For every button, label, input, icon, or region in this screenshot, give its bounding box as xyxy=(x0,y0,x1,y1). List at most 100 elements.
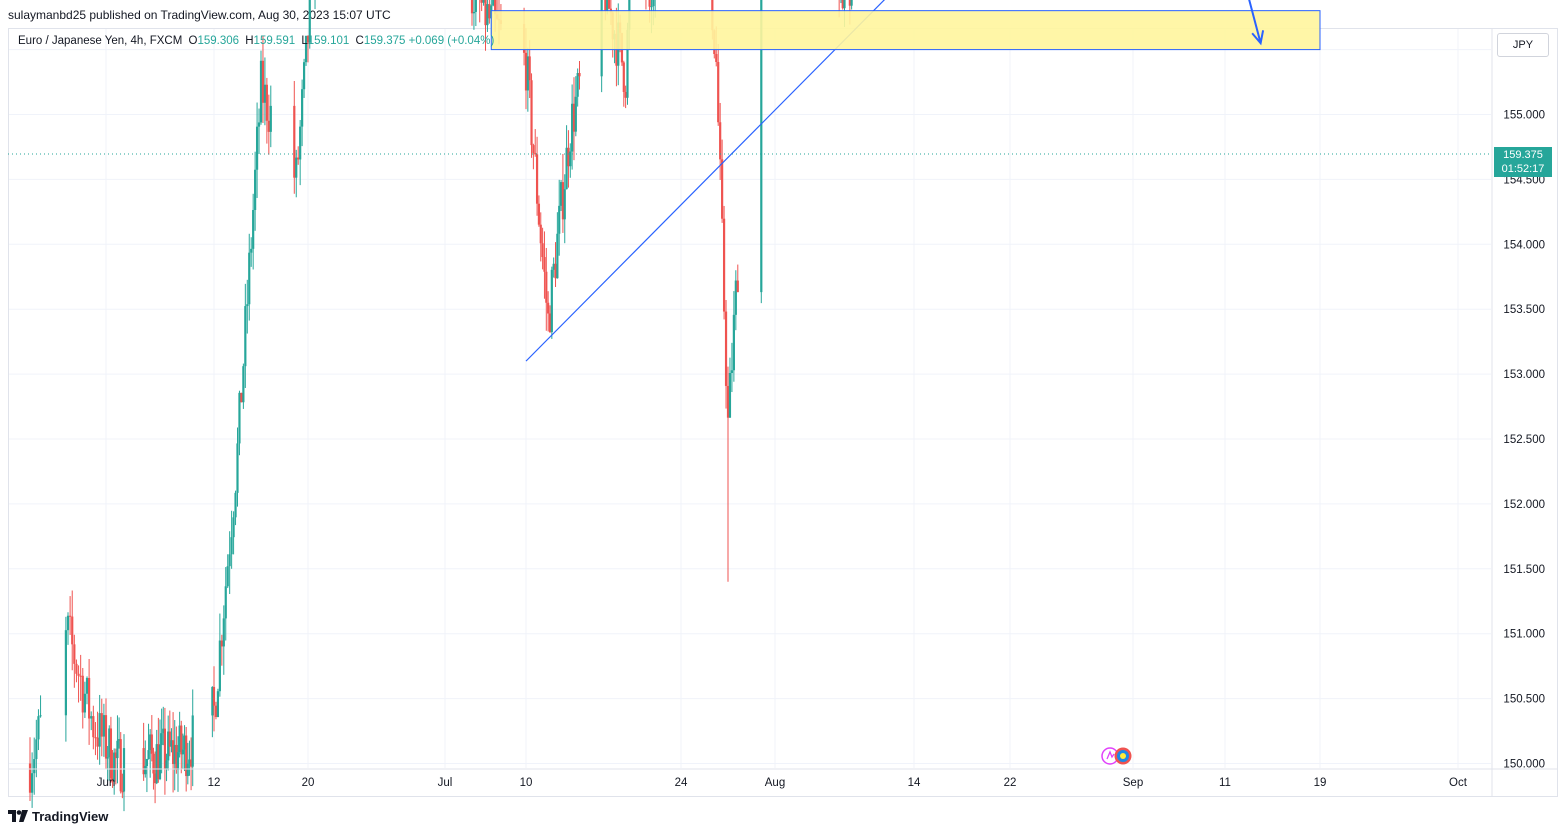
high-label: H xyxy=(245,35,254,47)
low-label: L xyxy=(301,35,308,47)
candle-body xyxy=(526,56,529,91)
candle-body xyxy=(563,189,566,220)
candle-body xyxy=(211,686,214,716)
candle-body xyxy=(843,0,846,9)
candle-body xyxy=(622,62,625,92)
candle-body xyxy=(722,218,726,312)
candle-body xyxy=(850,0,853,6)
events-marker-icon[interactable] xyxy=(1100,746,1136,766)
tradingview-brand: TradingView xyxy=(32,808,109,824)
candle-body xyxy=(222,618,225,647)
price-tick-label: 150.000 xyxy=(1503,759,1545,771)
candle-body xyxy=(559,182,563,206)
candle-body xyxy=(122,748,126,792)
candle-body xyxy=(550,269,553,333)
candle-body xyxy=(178,725,181,753)
candle-body xyxy=(119,739,122,792)
candle-body xyxy=(547,302,550,314)
candle-body xyxy=(652,0,655,7)
candle-body xyxy=(238,392,241,444)
price-tick-label: 154.000 xyxy=(1503,239,1545,251)
candle-body xyxy=(75,663,78,674)
candle-body xyxy=(302,62,306,90)
candle-body xyxy=(255,126,259,170)
candles xyxy=(28,0,853,812)
candle-body xyxy=(530,80,533,146)
candle-body xyxy=(308,0,311,43)
candle-body xyxy=(558,205,561,234)
price-tick-label: 155.000 xyxy=(1503,110,1545,122)
candle-body xyxy=(297,157,300,160)
candle-body xyxy=(244,306,247,367)
candle-body xyxy=(626,29,629,98)
time-tick-label: 22 xyxy=(1004,777,1017,789)
candle-body xyxy=(191,715,194,767)
candle-body xyxy=(218,640,221,692)
price-tick-label: 150.500 xyxy=(1503,694,1545,706)
candle-body xyxy=(145,758,149,766)
candle-body xyxy=(248,252,251,305)
time-tick-label: Aug xyxy=(765,777,785,789)
candle-body xyxy=(180,725,183,755)
candle-body xyxy=(724,311,728,386)
candle-body xyxy=(537,203,541,225)
candle-body xyxy=(108,728,111,758)
candle-body xyxy=(71,616,74,645)
candle-body xyxy=(168,731,171,747)
candle-body xyxy=(261,60,265,103)
candle-body xyxy=(35,739,38,760)
candle-body xyxy=(293,105,296,178)
time-axis[interactable]: Jun 12 20 Jul 10 24 Aug 14 22 Sep 11 19 Oct xyxy=(97,777,1468,789)
candle-body xyxy=(31,773,34,793)
candle-body xyxy=(100,713,103,737)
candle-body xyxy=(567,147,570,167)
candle-body xyxy=(541,243,544,258)
candle-body xyxy=(236,443,239,493)
price-tick-label: 153.500 xyxy=(1503,304,1545,316)
candle-body xyxy=(142,748,145,775)
candle-body xyxy=(624,91,627,98)
candle-body xyxy=(111,778,114,782)
candle-body xyxy=(155,744,158,784)
candle-body xyxy=(163,728,167,770)
candle-body xyxy=(252,209,255,249)
candle-body xyxy=(113,752,116,782)
candle-body xyxy=(88,677,91,719)
candle-body xyxy=(534,153,537,155)
candle-body xyxy=(492,0,495,6)
time-tick-label: 14 xyxy=(908,777,921,789)
last-price-tag: 159.375 01:52:17 xyxy=(1494,147,1552,177)
candle-body xyxy=(81,675,84,713)
candle-body xyxy=(64,630,67,716)
candle-body xyxy=(730,370,734,373)
candle-body xyxy=(109,728,113,779)
candle-body xyxy=(212,686,216,706)
currency-button[interactable]: JPY xyxy=(1497,33,1549,57)
price-tick-label: 152.000 xyxy=(1503,499,1545,511)
candle-body xyxy=(572,103,576,132)
candle-body xyxy=(73,644,76,664)
candle-body xyxy=(98,713,101,747)
candle-body xyxy=(165,760,168,770)
candle-body xyxy=(28,763,32,793)
candle-body xyxy=(532,145,535,154)
candle-body xyxy=(188,759,191,764)
price-tick-label: 152.500 xyxy=(1503,434,1545,446)
price-axis[interactable]: 150.000 150.500 151.000 151.500 152.000 152.5… xyxy=(1503,0,1545,771)
candle-body xyxy=(263,84,267,103)
candle-body xyxy=(33,759,36,774)
candle-body xyxy=(848,0,851,6)
candle-body xyxy=(216,691,220,717)
candle-body xyxy=(719,122,722,160)
candle-body xyxy=(470,0,474,14)
candle-body xyxy=(181,749,185,755)
candle-body xyxy=(299,126,302,160)
candle-body xyxy=(162,728,165,734)
drawings[interactable] xyxy=(296,0,1330,362)
candle-body xyxy=(234,492,237,518)
low-value: 159.101 xyxy=(307,35,350,47)
candle-body xyxy=(90,716,93,719)
candle-body xyxy=(85,677,89,694)
time-tick-label: 11 xyxy=(1219,777,1231,789)
